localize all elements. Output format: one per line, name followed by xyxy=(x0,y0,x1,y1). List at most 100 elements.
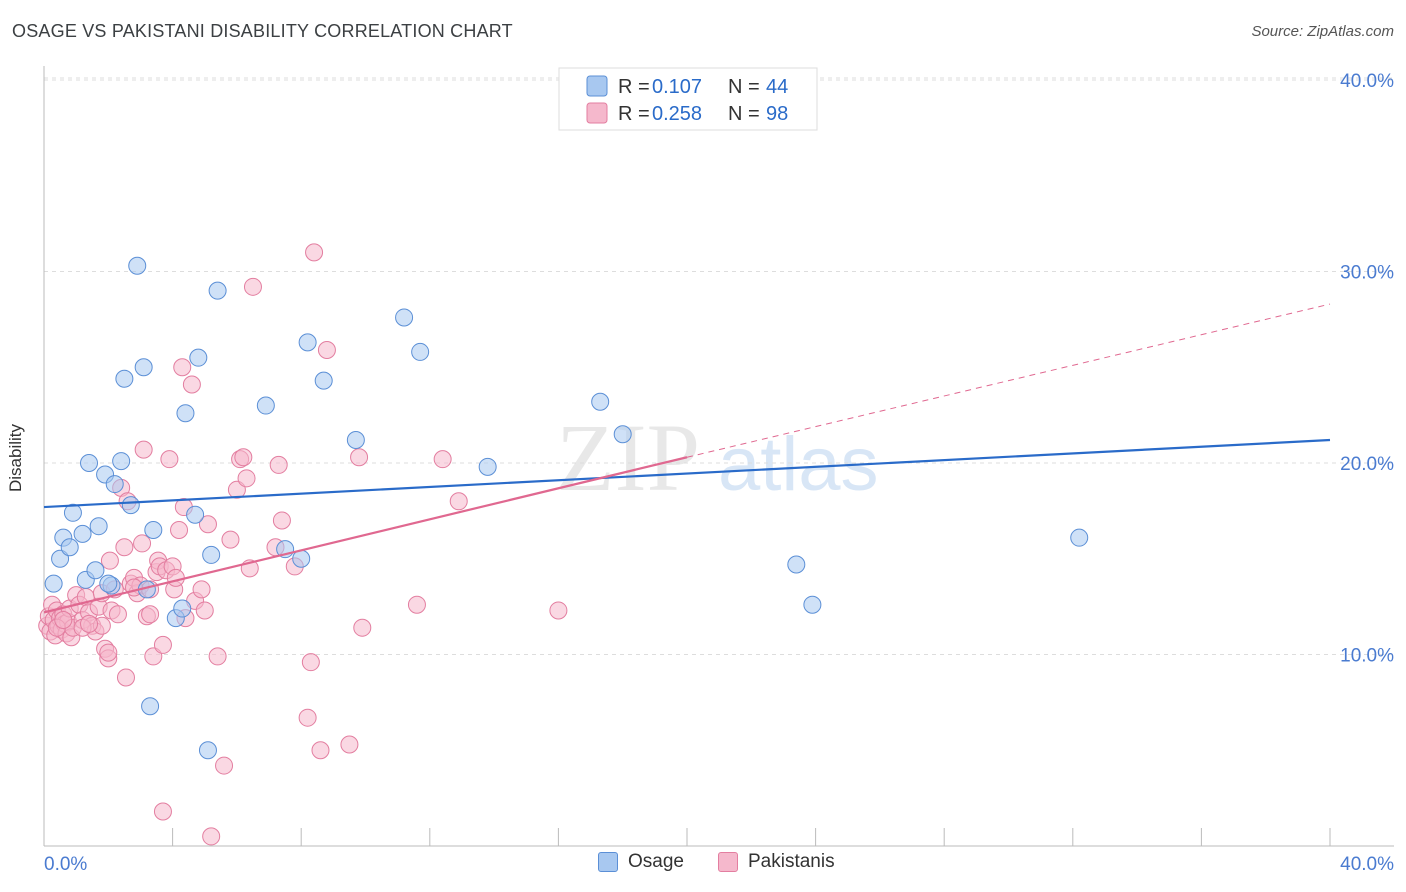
osage-point xyxy=(63,503,82,522)
pakistanis-points xyxy=(38,243,568,846)
osage-point xyxy=(121,496,140,515)
pakistanis-point xyxy=(173,358,192,377)
osage-points xyxy=(44,256,1089,760)
pakistanis-point xyxy=(198,515,217,534)
pakistanis-point xyxy=(134,440,153,459)
osage-point xyxy=(613,425,632,444)
osage-point xyxy=(189,348,208,367)
osage-point xyxy=(141,697,160,716)
pakistanis-point xyxy=(195,601,214,620)
y-tick-label: 20.0% xyxy=(1340,454,1394,475)
pakistanis-point xyxy=(449,492,468,511)
osage-point xyxy=(346,431,365,450)
osage-point xyxy=(80,454,99,472)
legend-swatch-osage xyxy=(586,75,608,97)
pakistanis-point xyxy=(301,653,320,672)
bottom-legend: Osage Pakistanis xyxy=(0,851,1406,879)
osage-point xyxy=(256,396,275,415)
pakistanis-point xyxy=(153,802,172,821)
legend-pakistanis-n-value: 98 xyxy=(766,103,788,125)
pakistanis-point xyxy=(100,551,119,570)
osage-point xyxy=(186,505,205,524)
pakistanis-point xyxy=(115,538,134,557)
pakistanis-point xyxy=(99,643,118,662)
bottom-legend-pakistanis-label: Pakistanis xyxy=(748,851,835,872)
pakistanis-point xyxy=(141,605,160,624)
pakistanis-point xyxy=(407,595,426,614)
legend-osage-n-label: N = xyxy=(728,76,760,98)
osage-point xyxy=(591,392,610,411)
watermark-zip: ZIP xyxy=(556,404,700,511)
pakistanis-point xyxy=(243,277,262,296)
osage-point xyxy=(112,452,131,471)
osage-point xyxy=(176,404,195,423)
osage-point xyxy=(198,741,217,760)
axes xyxy=(43,66,1394,847)
y-tick-labels: 10.0% 20.0% 30.0% 40.0% xyxy=(1340,71,1394,667)
pakistanis-point xyxy=(153,635,172,654)
osage-point xyxy=(395,308,414,327)
pakistanis-point xyxy=(108,605,127,624)
pakistanis-point xyxy=(317,341,336,360)
pakistanis-point xyxy=(549,601,568,620)
osage-point xyxy=(411,342,430,361)
pakistanis-point xyxy=(215,756,234,775)
osage-point xyxy=(787,555,806,574)
osage-point xyxy=(298,333,317,352)
legend-pakistanis-r-value: 0.258 xyxy=(652,103,702,125)
pakistanis-point xyxy=(202,827,221,846)
osage-point xyxy=(86,561,105,580)
pakistanis-point xyxy=(353,618,372,637)
x-tick-label-min: 0.0% xyxy=(44,854,87,875)
pakistanis-point xyxy=(182,375,201,394)
bottom-legend-osage: Osage xyxy=(598,851,684,873)
pakistanis-point xyxy=(272,511,291,530)
bottom-legend-swatch-osage xyxy=(598,852,618,872)
pakistanis-point xyxy=(298,708,317,727)
legend-pakistanis-n-label: N = xyxy=(728,103,760,125)
pakistanis-trend-line xyxy=(43,456,688,614)
osage-point xyxy=(89,517,108,536)
pakistanis-point xyxy=(208,647,227,666)
bottom-legend-pakistanis: Pakistanis xyxy=(718,851,835,873)
pakistanis-point xyxy=(237,469,256,488)
legend-osage-r-value: 0.107 xyxy=(652,76,702,98)
pakistanis-point xyxy=(144,647,163,666)
osage-point xyxy=(128,256,147,275)
osage-point xyxy=(173,599,192,618)
pakistanis-point xyxy=(311,741,330,760)
pakistanis-trend-extension xyxy=(686,303,1331,458)
legend-box: R = 0.107 N = 44 R = 0.258 N = 98 xyxy=(558,67,818,131)
x-tick-label-max: 40.0% xyxy=(1340,854,1394,875)
osage-point xyxy=(44,574,63,593)
y-tick-label: 10.0% xyxy=(1340,646,1394,667)
pakistanis-point xyxy=(433,450,452,469)
legend-osage-r-label: R = xyxy=(618,76,650,98)
chart-title: OSAGE VS PAKISTANI DISABILITY CORRELATIO… xyxy=(12,21,513,41)
pakistanis-point xyxy=(221,530,240,549)
pakistanis-point xyxy=(170,521,189,540)
osage-point xyxy=(134,358,153,377)
bottom-legend-osage-label: Osage xyxy=(628,851,684,872)
osage-point xyxy=(99,574,118,593)
pakistanis-point xyxy=(350,448,369,467)
osage-point xyxy=(51,549,70,568)
pakistanis-point xyxy=(227,480,246,499)
osage-point xyxy=(60,538,79,557)
osage-point xyxy=(202,545,221,564)
pakistanis-point xyxy=(305,243,324,262)
x-ticks xyxy=(43,828,1331,846)
legend-pakistanis-r-label: R = xyxy=(618,103,650,125)
osage-point xyxy=(144,521,163,540)
y-tick-label: 40.0% xyxy=(1340,71,1394,92)
watermark: ZIP atlas xyxy=(556,404,879,511)
pakistanis-point xyxy=(234,448,253,467)
osage-point xyxy=(478,457,497,476)
source-credit: Source: ZipAtlas.com xyxy=(1251,23,1394,40)
y-tick-label: 30.0% xyxy=(1340,263,1394,284)
pakistanis-point xyxy=(340,735,359,754)
osage-trend-line xyxy=(43,438,1331,509)
bottom-legend-swatch-pakistanis xyxy=(718,852,738,872)
osage-point xyxy=(115,369,134,388)
